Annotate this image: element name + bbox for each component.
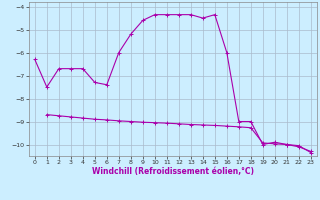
X-axis label: Windchill (Refroidissement éolien,°C): Windchill (Refroidissement éolien,°C) (92, 167, 254, 176)
